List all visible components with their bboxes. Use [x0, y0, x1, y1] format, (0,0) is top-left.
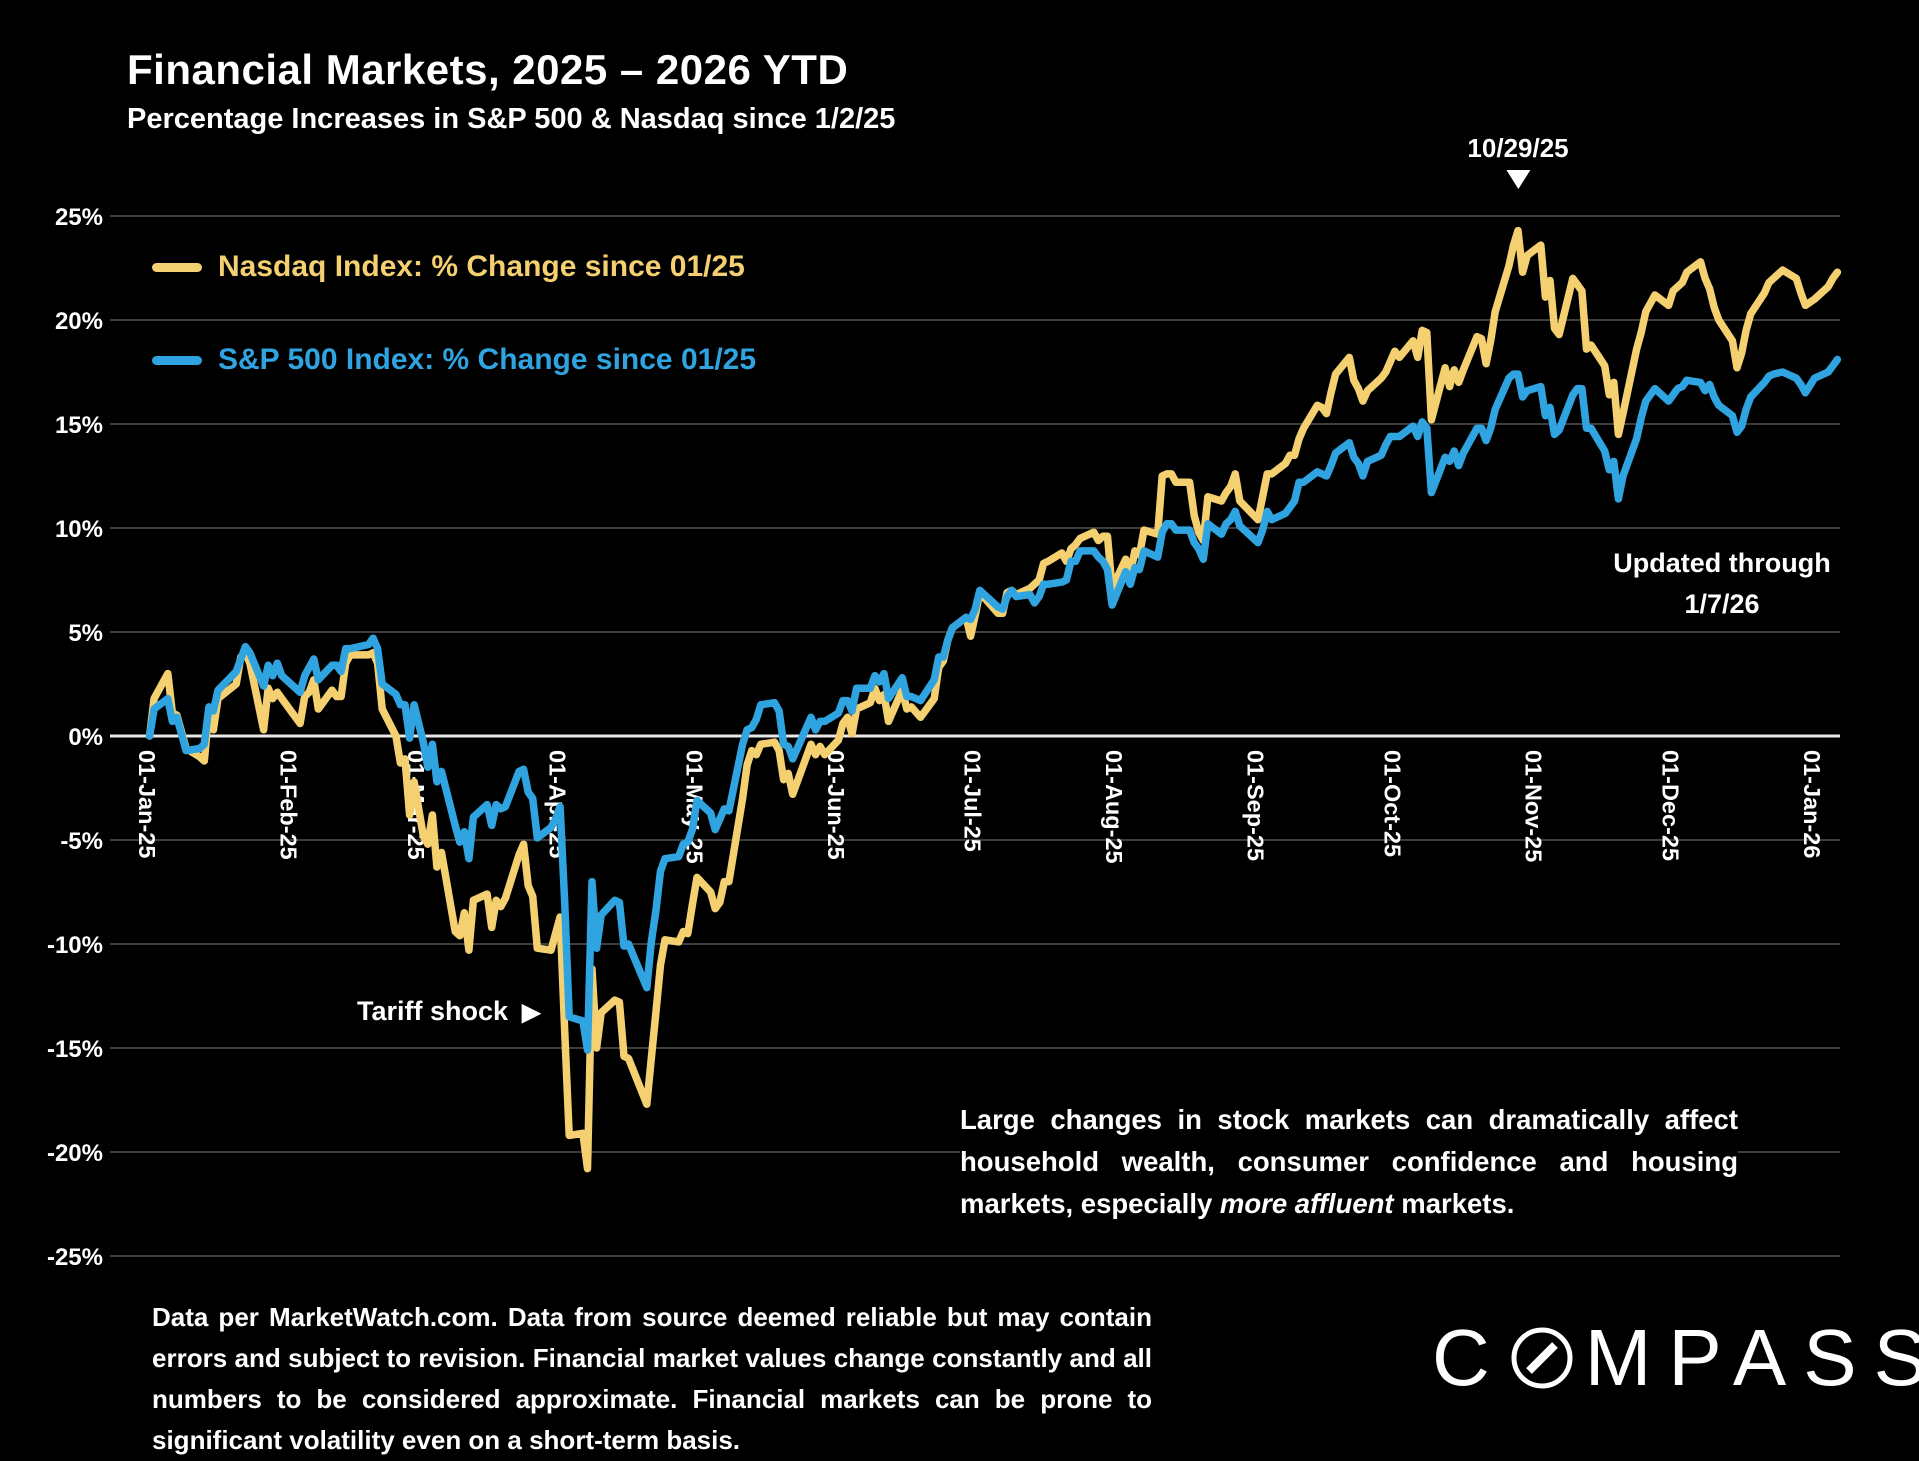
tariff-shock-annotation: Tariff shock ▶: [357, 996, 541, 1027]
y-axis-label: 20%: [55, 308, 103, 335]
legend-label-nasdaq: Nasdaq Index: % Change since 01/25: [218, 250, 745, 283]
y-axis-label: -25%: [47, 1244, 103, 1271]
page-title: Financial Markets, 2025 – 2026 YTD: [127, 46, 849, 93]
x-axis-label: 01-Jun-25: [823, 750, 849, 860]
y-axis-label: 15%: [55, 412, 103, 439]
x-axis-label: 01-Oct-25: [1379, 750, 1405, 857]
x-axis-label: 01-Aug-25: [1101, 750, 1127, 864]
x-axis-label: 01-Feb-25: [275, 750, 301, 860]
x-axis-label: 01-Jan-26: [1799, 750, 1825, 858]
x-axis-label: 01-Nov-25: [1521, 750, 1547, 862]
note-text-italic: more affluent: [1219, 1188, 1394, 1219]
x-axis-label: 01-Sep-25: [1242, 750, 1268, 861]
sp500-series-line: [145, 355, 1842, 1054]
legend-label-sp500: S&P 500 Index: % Change since 01/25: [218, 343, 757, 376]
y-axis-label: 10%: [55, 516, 103, 543]
x-axis-label: 01-Dec-25: [1658, 750, 1684, 861]
nasdaq-line-swatch: [152, 262, 202, 272]
updated-through-note: Updated through 1/7/26: [1613, 543, 1830, 625]
compass-logo-letters: MPASS: [1584, 1313, 1919, 1402]
page-subtitle: Percentage Increases in S&P 500 & Nasdaq…: [127, 103, 896, 135]
compass-logo: C MPASS: [1432, 1318, 1919, 1398]
y-axis-label: 5%: [68, 620, 103, 647]
market-impact-note: Large changes in stock markets can drama…: [960, 1095, 1738, 1229]
x-axis-label: 01-Jan-25: [134, 750, 160, 858]
sp500-line-swatch: [152, 355, 202, 365]
right-arrow-icon: ▶: [522, 999, 541, 1026]
y-axis-label: -15%: [47, 1036, 103, 1063]
note-text-end: markets.: [1393, 1188, 1515, 1219]
tariff-shock-label: Tariff shock: [357, 996, 509, 1026]
y-axis-label: -5%: [60, 828, 103, 855]
note-text: Large changes in stock markets can drama…: [960, 1104, 1738, 1219]
compass-logo-letter-c: C: [1432, 1313, 1507, 1402]
updated-through-line2: 1/7/26: [1684, 589, 1760, 619]
peak-date-label: 10/29/25: [1467, 133, 1569, 163]
x-axis-label: 01-Jul-25: [960, 750, 986, 852]
legend-item-nasdaq: Nasdaq Index: % Change since 01/25: [152, 250, 745, 284]
peak-marker-triangle-icon: [1506, 170, 1531, 189]
y-axis-label: 0%: [68, 724, 103, 751]
y-axis-label: -20%: [47, 1140, 103, 1167]
y-axis-label: -10%: [47, 932, 103, 959]
compass-o-icon: [1511, 1327, 1573, 1389]
y-axis-label: 25%: [55, 204, 103, 231]
peak-annotation: 10/29/25: [1467, 133, 1569, 189]
updated-through-line1: Updated through: [1613, 548, 1831, 578]
legend-item-sp500: S&P 500 Index: % Change since 01/25: [152, 343, 756, 377]
source-disclaimer: Data per MarketWatch.com. Data from sour…: [152, 1302, 1152, 1455]
